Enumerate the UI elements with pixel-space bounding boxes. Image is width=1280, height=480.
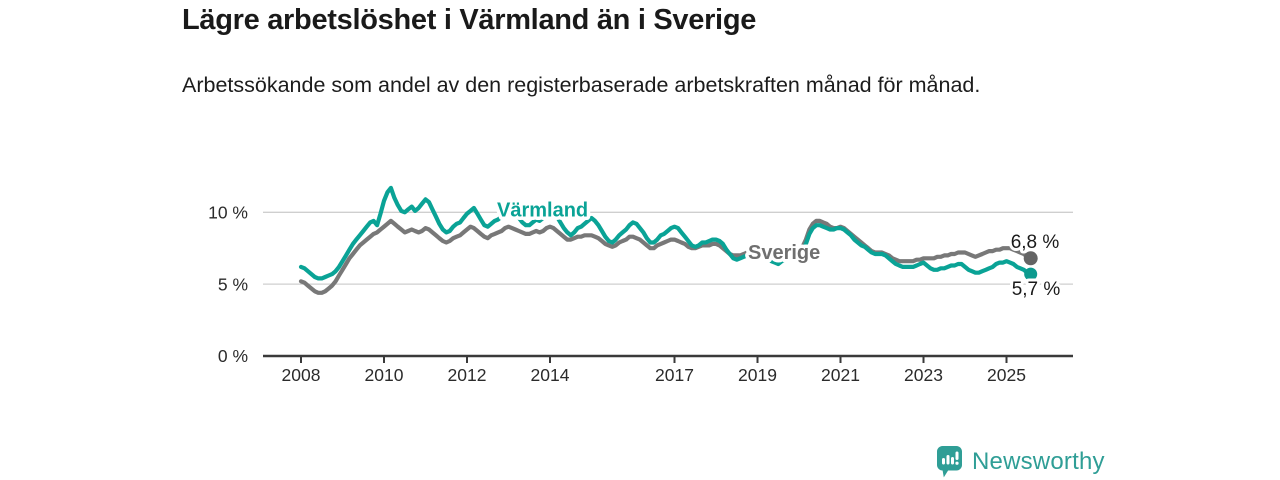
- series-line-värmland: [298, 185, 1033, 281]
- x-tick-label: 2025: [987, 365, 1026, 385]
- x-tick-label: 2017: [655, 365, 694, 385]
- x-tick-label: 2019: [738, 365, 777, 385]
- end-dot-värmland: [1024, 267, 1038, 281]
- series-lines: [298, 185, 1038, 295]
- y-tick-label: 5 %: [218, 274, 248, 294]
- x-tick-label: 2010: [365, 365, 404, 385]
- x-tick-label: 2008: [282, 365, 321, 385]
- series-line-sverige: [298, 218, 1033, 295]
- x-tick-label: 2021: [821, 365, 860, 385]
- series-label-sverige: Sverige: [748, 242, 820, 264]
- y-tick-label: 0 %: [218, 346, 248, 366]
- page-title: Lägre arbetslöshet i Värmland än i Sveri…: [182, 4, 757, 36]
- axis-tick-labels: 0 % 5 % 10 % 2008 2010 2012 2014 2017 2019 2021 20…: [208, 203, 1026, 386]
- y-tick-label: 10 %: [208, 203, 248, 223]
- series-label-varmland: Värmland: [497, 200, 588, 222]
- bar-chart-speech-bubble-icon: [937, 446, 962, 478]
- end-value-label-sverige: 6,8 %: [1011, 232, 1060, 253]
- gridlines: [263, 211, 1073, 285]
- x-tick-label: 2023: [904, 365, 943, 385]
- newsworthy-wordmark: Newsworthy: [972, 447, 1105, 475]
- x-tick-label: 2012: [448, 365, 487, 385]
- x-axis: [263, 354, 1073, 363]
- x-tick-label: 2014: [531, 365, 570, 385]
- chart-subtitle: Arbetssökande som andel av den registerb…: [182, 73, 981, 97]
- newsworthy-logo[interactable]: Newsworthy: [936, 445, 1105, 478]
- end-dot-sverige: [1023, 251, 1038, 266]
- end-value-label-varmland: 5,7 %: [1012, 279, 1061, 300]
